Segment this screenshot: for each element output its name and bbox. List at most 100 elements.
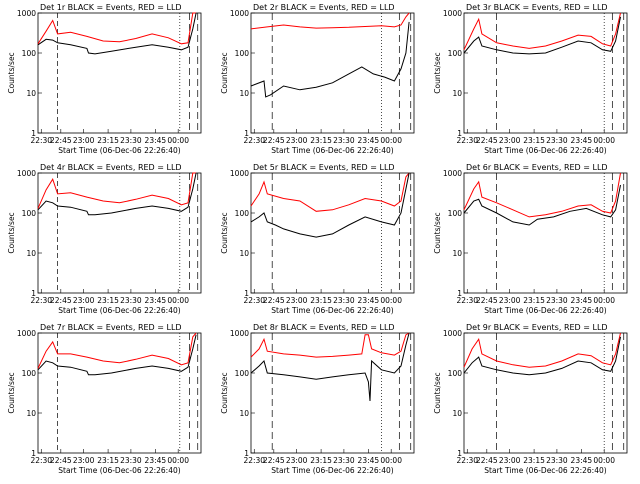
y-tick-label-7-0: 1 — [31, 449, 36, 458]
x-tick-label-7-0: 22:30 — [30, 456, 52, 465]
y-tick-label-9-0: 1 — [457, 449, 462, 458]
y-tick-label-1-1: 10 — [26, 89, 36, 98]
y-tick-label-5-0: 1 — [244, 289, 249, 298]
x-tick-label-1-3: 23:15 — [97, 136, 119, 145]
x-tick-label-9-0: 22:30 — [456, 456, 478, 465]
x-tick-label-9-3: 23:15 — [523, 456, 545, 465]
series-events-5 — [250, 172, 410, 238]
plot-frame-1 — [37, 12, 202, 134]
y-tick-label-3-0: 1 — [457, 129, 462, 138]
y-tick-label-7-2: 100 — [22, 369, 37, 378]
series-lld-1 — [37, 12, 197, 45]
y-tick-label-6-2: 100 — [448, 209, 463, 218]
y-tick-label-9-3: 1000 — [443, 329, 462, 338]
y-tick-label-7-3: 1000 — [17, 329, 36, 338]
x-tick-label-4-2: 23:00 — [73, 296, 95, 305]
x-axis-label-3: Start Time (06-Dec-06 22:26:40) — [484, 146, 606, 155]
panel-title-4: Det 4r BLACK = Events, RED = LLD — [40, 163, 182, 172]
x-tick-label-3-4: 23:30 — [546, 136, 568, 145]
x-tick-label-8-1: 22:45 — [263, 456, 285, 465]
y-tick-label-3-2: 100 — [448, 49, 463, 58]
x-tick-label-1-0: 22:30 — [30, 136, 52, 145]
x-tick-label-1-2: 23:00 — [73, 136, 95, 145]
series-lld-6 — [463, 172, 621, 218]
panel-title-9: Det 9r BLACK = Events, RED = LLD — [466, 323, 608, 332]
plot-frame-4 — [37, 172, 202, 294]
x-axis-label-8: Start Time (06-Dec-06 22:26:40) — [271, 466, 393, 475]
x-tick-label-5-6: 00:00 — [380, 296, 402, 305]
y-tick-label-5-1: 10 — [239, 249, 249, 258]
series-events-8 — [250, 332, 410, 402]
x-tick-label-3-0: 22:30 — [456, 136, 478, 145]
y-tick-label-6-1: 10 — [452, 249, 462, 258]
y-tick-label-1-0: 1 — [31, 129, 36, 138]
x-tick-label-2-3: 23:15 — [310, 136, 332, 145]
plot-frame-6 — [463, 172, 628, 294]
x-tick-label-8-5: 23:45 — [358, 456, 380, 465]
x-tick-label-3-2: 23:00 — [499, 136, 521, 145]
x-tick-label-6-5: 23:45 — [571, 296, 593, 305]
x-axis-label-4: Start Time (06-Dec-06 22:26:40) — [58, 306, 180, 315]
x-tick-label-7-5: 23:45 — [145, 456, 167, 465]
x-tick-label-8-6: 00:00 — [380, 456, 402, 465]
series-lld-2 — [250, 12, 410, 30]
y-tick-label-8-2: 100 — [235, 369, 250, 378]
x-tick-label-1-1: 22:45 — [50, 136, 72, 145]
x-axis-label-5: Start Time (06-Dec-06 22:26:40) — [271, 306, 393, 315]
y-axis-label-8: Counts/sec — [220, 372, 229, 413]
panel-title-7: Det 7r BLACK = Events, RED = LLD — [40, 323, 182, 332]
series-events-1 — [37, 12, 197, 55]
x-tick-label-1-6: 00:00 — [167, 136, 189, 145]
y-tick-label-3-1: 10 — [452, 89, 462, 98]
x-tick-label-4-5: 23:45 — [145, 296, 167, 305]
y-tick-label-2-3: 1000 — [230, 9, 249, 18]
x-tick-label-5-5: 23:45 — [358, 296, 380, 305]
x-tick-label-2-4: 23:30 — [333, 136, 355, 145]
x-tick-label-8-3: 23:15 — [310, 456, 332, 465]
x-tick-label-4-4: 23:30 — [120, 296, 142, 305]
y-tick-label-9-1: 10 — [452, 409, 462, 418]
x-tick-label-1-5: 23:45 — [145, 136, 167, 145]
x-tick-label-1-4: 23:30 — [120, 136, 142, 145]
plot-frame-7 — [37, 332, 202, 454]
x-tick-label-7-3: 23:15 — [97, 456, 119, 465]
y-axis-label-2: Counts/sec — [220, 52, 229, 93]
y-axis-label-3: Counts/sec — [433, 52, 442, 93]
x-tick-label-2-1: 22:45 — [263, 136, 285, 145]
x-tick-label-7-6: 00:00 — [167, 456, 189, 465]
x-tick-label-3-6: 00:00 — [593, 136, 615, 145]
y-tick-label-9-2: 100 — [448, 369, 463, 378]
plot-frame-3 — [463, 12, 628, 134]
panel-title-3: Det 3r BLACK = Events, RED = LLD — [466, 3, 608, 12]
y-tick-label-5-3: 1000 — [230, 169, 249, 178]
y-tick-label-4-3: 1000 — [17, 169, 36, 178]
y-tick-label-1-3: 1000 — [17, 9, 36, 18]
x-axis-label-1: Start Time (06-Dec-06 22:26:40) — [58, 146, 180, 155]
x-axis-label-9: Start Time (06-Dec-06 22:26:40) — [484, 466, 606, 475]
series-events-2 — [250, 21, 410, 98]
x-tick-label-9-5: 23:45 — [571, 456, 593, 465]
x-tick-label-4-1: 22:45 — [50, 296, 72, 305]
series-events-9 — [463, 336, 621, 376]
x-tick-label-9-1: 22:45 — [476, 456, 498, 465]
y-tick-label-8-0: 1 — [244, 449, 249, 458]
x-tick-label-6-4: 23:30 — [546, 296, 568, 305]
plot-frame-5 — [250, 172, 415, 294]
y-axis-label-4: Counts/sec — [7, 212, 16, 253]
x-tick-label-9-6: 00:00 — [593, 456, 615, 465]
y-tick-label-4-0: 1 — [31, 289, 36, 298]
x-tick-label-6-6: 00:00 — [593, 296, 615, 305]
series-events-7 — [37, 334, 197, 376]
y-tick-label-4-2: 100 — [22, 209, 37, 218]
x-tick-label-2-6: 00:00 — [380, 136, 402, 145]
y-axis-label-7: Counts/sec — [7, 372, 16, 413]
series-lld-4 — [37, 172, 197, 209]
x-tick-label-5-1: 22:45 — [263, 296, 285, 305]
x-tick-label-6-1: 22:45 — [476, 296, 498, 305]
x-tick-label-3-5: 23:45 — [571, 136, 593, 145]
series-events-3 — [463, 16, 621, 55]
x-tick-label-7-4: 23:30 — [120, 456, 142, 465]
x-tick-label-8-0: 22:30 — [243, 456, 265, 465]
x-tick-label-5-4: 23:30 — [333, 296, 355, 305]
